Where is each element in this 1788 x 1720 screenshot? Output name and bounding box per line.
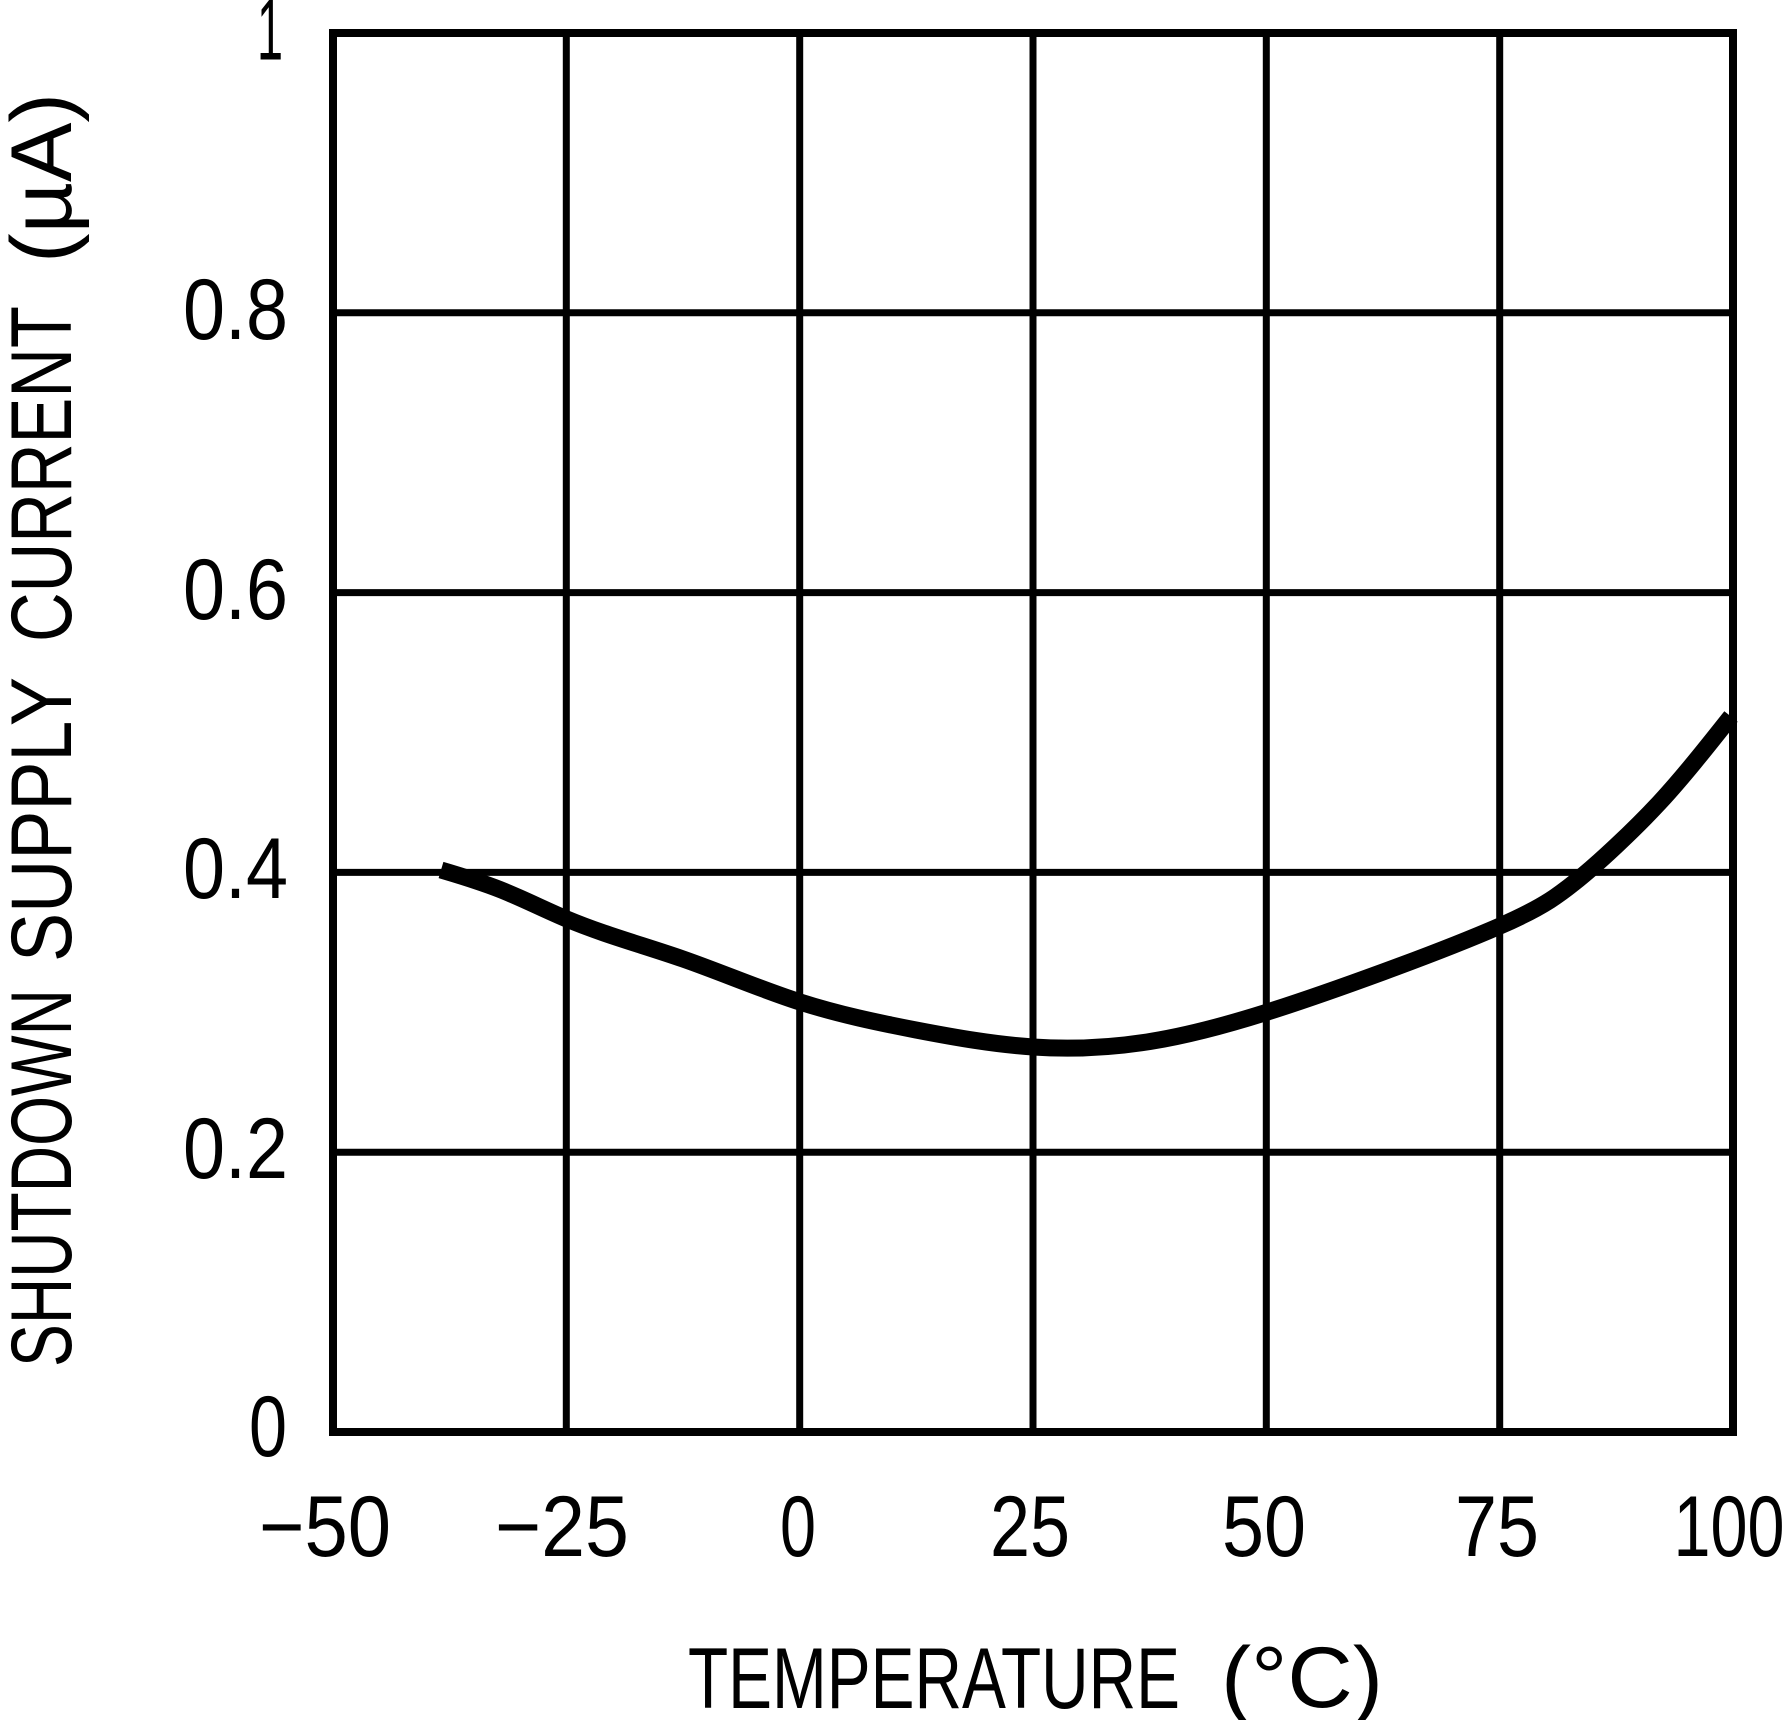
svg-text:−50: −50 <box>259 1479 391 1575</box>
svg-text:SHUTDOWN: SHUTDOWN <box>0 989 90 1367</box>
svg-text:1: 1 <box>257 0 283 79</box>
svg-text:75: 75 <box>1455 1479 1539 1575</box>
svg-text:(°C): (°C) <box>1221 1630 1383 1720</box>
svg-text:0: 0 <box>780 1479 816 1575</box>
svg-text:0.8: 0.8 <box>183 262 288 358</box>
svg-text:0: 0 <box>249 1379 287 1475</box>
svg-text:0.2: 0.2 <box>183 1101 288 1197</box>
svg-text:CURRENT: CURRENT <box>0 306 90 642</box>
svg-text:25: 25 <box>990 1479 1070 1575</box>
svg-text:100: 100 <box>1674 1479 1785 1575</box>
svg-text:−25: −25 <box>495 1479 629 1575</box>
svg-text:SUPPLY: SUPPLY <box>0 677 90 962</box>
svg-text:TEMPERATURE: TEMPERATURE <box>688 1631 1180 1720</box>
svg-text:0.4: 0.4 <box>183 821 288 917</box>
svg-text:50: 50 <box>1222 1479 1306 1575</box>
svg-text:0.6: 0.6 <box>183 542 288 638</box>
svg-text:(µA): (µA) <box>0 93 90 263</box>
